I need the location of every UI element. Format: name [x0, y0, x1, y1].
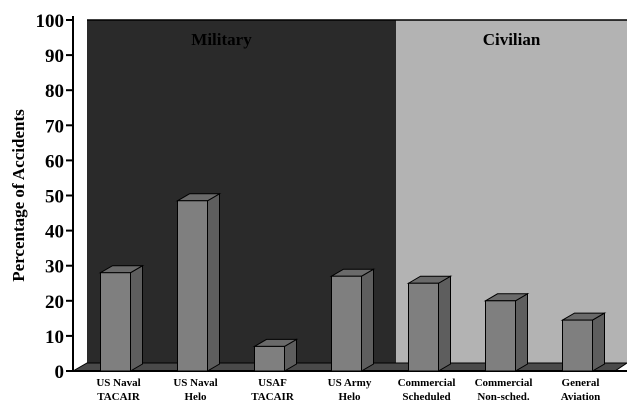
y-tick-label: 60: [45, 151, 64, 172]
y-tick-label: 100: [36, 11, 65, 32]
bar: [175, 192, 222, 372]
x-tick-label: General Aviation: [561, 377, 601, 403]
bar: [406, 275, 453, 372]
bar-front: [177, 200, 208, 372]
y-tick-label: 50: [45, 187, 64, 208]
y-axis: 0 10 20 30 40 50 60 70 80 90 100: [36, 11, 627, 383]
y-tick-label: 10: [45, 327, 64, 348]
y-tick-label: 30: [45, 257, 64, 278]
x-tick-label: Commercial Non-sched.: [475, 377, 533, 403]
y-tick-label: 70: [45, 116, 64, 137]
bar-side: [592, 312, 605, 372]
bar-series: [98, 192, 607, 372]
bar: [560, 312, 607, 372]
bar-side: [515, 292, 528, 372]
bar-side: [438, 275, 451, 372]
bar: [252, 338, 299, 372]
x-tick-label: US Naval TACAIR: [96, 377, 141, 403]
bar-front: [408, 282, 439, 372]
x-tick-label: Commercial Scheduled: [398, 377, 456, 403]
x-tick-label: USAF TACAIR: [251, 377, 295, 403]
y-tick-label: 40: [45, 222, 64, 243]
y-axis-label: Percentage of Accidents: [9, 109, 28, 282]
bar-side: [361, 268, 374, 372]
y-tick-label: 0: [55, 362, 65, 383]
y-tick-label: 80: [45, 81, 64, 102]
region-label: Military: [191, 30, 252, 49]
bar-front: [485, 300, 516, 372]
region-label: Civilian: [483, 30, 541, 49]
x-axis-labels: US Naval TACAIR US Naval Helo USAF TACAIR US A…: [96, 377, 600, 403]
bar-front: [331, 275, 362, 372]
y-tick-label: 90: [45, 46, 64, 67]
bar-front: [562, 319, 593, 372]
bar-side: [207, 192, 220, 372]
bar-side: [130, 264, 143, 372]
x-tick-label: US Army Helo: [328, 377, 372, 403]
bar: [98, 264, 145, 372]
bar: [329, 268, 376, 372]
bar-front: [100, 272, 131, 372]
bar: [483, 292, 530, 372]
bar-front: [254, 345, 285, 372]
y-tick-label: 20: [45, 292, 64, 313]
x-tick-label: US Naval Helo: [173, 377, 217, 403]
